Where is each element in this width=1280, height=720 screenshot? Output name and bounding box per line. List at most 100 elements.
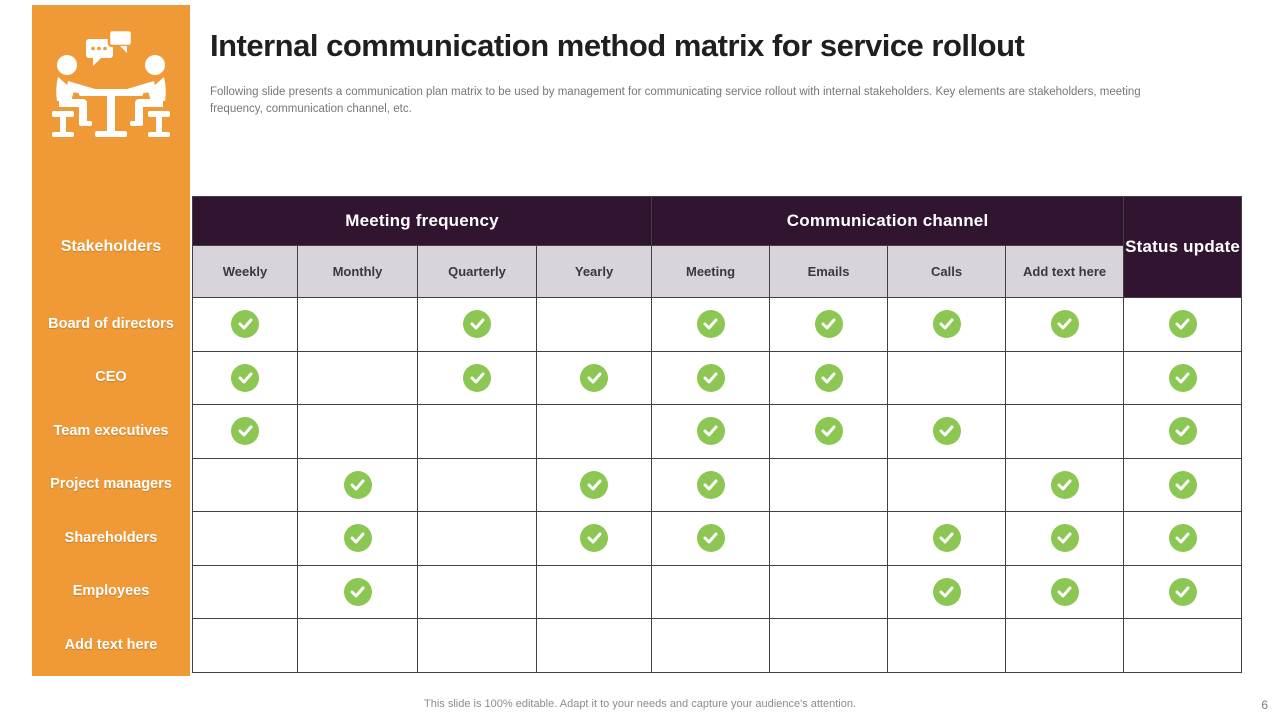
matrix-cell [297, 350, 418, 405]
matrix-cell [887, 511, 1007, 566]
matrix-cell [1123, 511, 1243, 566]
check-icon [1050, 524, 1079, 553]
matrix-cell [1005, 618, 1125, 673]
stakeholders-column-header: Stakeholders [60, 237, 162, 255]
people-meeting-discussion-icon [46, 23, 176, 151]
check-icon [1050, 310, 1079, 339]
stakeholder-label-employees: Employees [72, 583, 150, 600]
communication-matrix-table: Meeting frequency Communication channel St… [191, 196, 1243, 673]
matrix-cell [297, 297, 418, 352]
matrix-row-employees [192, 564, 1243, 619]
check-icon [1168, 363, 1197, 392]
matrix-cell [192, 457, 298, 512]
matrix-cell [769, 404, 889, 459]
check-icon [1168, 470, 1197, 499]
matrix-cell [535, 457, 653, 512]
stakeholder-labels: Board of directors CEO Team executives Proj… [32, 297, 190, 672]
check-icon [696, 417, 725, 446]
matrix-cell [1123, 350, 1243, 405]
matrix-cell [297, 511, 418, 566]
stakeholder-label-project-managers: Project managers [50, 476, 172, 493]
matrix-cell [417, 564, 537, 619]
matrix-cell [887, 404, 1007, 459]
group-header-communication-channel: Communication channel [651, 196, 1125, 246]
matrix-cell [297, 618, 418, 673]
sidebar: Stakeholders Board of directors CEO Team e… [32, 5, 190, 676]
matrix-row-board-of-directors [192, 297, 1243, 352]
check-icon [1168, 577, 1197, 606]
check-icon [580, 470, 609, 499]
check-icon [696, 470, 725, 499]
check-icon [696, 524, 725, 553]
matrix-cell [192, 297, 298, 352]
matrix-cell [417, 350, 537, 405]
check-icon [932, 310, 961, 339]
matrix-cell [1005, 297, 1125, 352]
matrix-cell [535, 297, 653, 352]
stakeholder-label-team-executives: Team executives [53, 422, 169, 439]
footer-note: This slide is 100% editable. Adapt it to… [424, 698, 856, 710]
matrix-row-shareholders [192, 511, 1243, 566]
matrix-cell [535, 511, 653, 566]
check-icon [580, 363, 609, 392]
slide-subtitle: Following slide presents a communication… [210, 86, 1141, 115]
matrix-cell [297, 457, 418, 512]
page-number: 6 [1261, 698, 1268, 712]
check-icon [1168, 524, 1197, 553]
stakeholder-label-ceo: CEO [95, 369, 127, 386]
check-icon [343, 524, 372, 553]
matrix-cell [769, 297, 889, 352]
check-icon [932, 577, 961, 606]
matrix-cell [1005, 564, 1125, 619]
matrix-cell [192, 618, 298, 673]
matrix-cell [1123, 457, 1243, 512]
matrix-cell [651, 618, 771, 673]
matrix-cell [1123, 404, 1243, 459]
matrix-row-project-managers [192, 457, 1243, 512]
check-icon [580, 524, 609, 553]
check-icon [1050, 577, 1079, 606]
column-header-yearly: Yearly [535, 245, 653, 298]
slide-title: Internal communication method matrix for… [210, 28, 1025, 63]
check-icon [1168, 417, 1197, 446]
matrix-cell [769, 564, 889, 619]
matrix-cell [535, 350, 653, 405]
column-header-monthly: Monthly [297, 245, 418, 298]
matrix-cell [417, 404, 537, 459]
stakeholder-label-shareholders: Shareholders [64, 529, 158, 546]
check-icon [696, 363, 725, 392]
check-icon [231, 310, 259, 339]
matrix-cell [297, 564, 418, 619]
matrix-cell [417, 457, 537, 512]
check-icon [814, 310, 843, 339]
stakeholder-label-add-text-here: Add text here [64, 636, 158, 653]
check-icon [231, 363, 259, 392]
check-icon [231, 417, 259, 446]
group-header-meeting-frequency: Meeting frequency [191, 196, 653, 246]
column-header-meeting: Meeting [651, 245, 771, 298]
matrix-cell [887, 297, 1007, 352]
column-header-calls: Calls [887, 245, 1007, 298]
matrix-cell [192, 404, 298, 459]
matrix-cell [1005, 404, 1125, 459]
matrix-row-ceo [192, 350, 1243, 405]
matrix-row-add-text-here [192, 618, 1243, 673]
matrix-cell [769, 618, 889, 673]
check-icon [1050, 470, 1079, 499]
check-icon [696, 310, 725, 339]
matrix-cell [192, 511, 298, 566]
matrix-cell [192, 564, 298, 619]
matrix-cell [651, 350, 771, 405]
check-icon [932, 417, 961, 446]
column-header-weekly: Weekly [192, 245, 298, 298]
matrix-cell [192, 350, 298, 405]
matrix-cell [769, 511, 889, 566]
matrix-cell [1005, 511, 1125, 566]
matrix-cell [769, 350, 889, 405]
matrix-cell [887, 564, 1007, 619]
matrix-cell [769, 457, 889, 512]
matrix-cell [651, 297, 771, 352]
check-icon [814, 363, 843, 392]
matrix-row-team-executives [192, 404, 1243, 459]
